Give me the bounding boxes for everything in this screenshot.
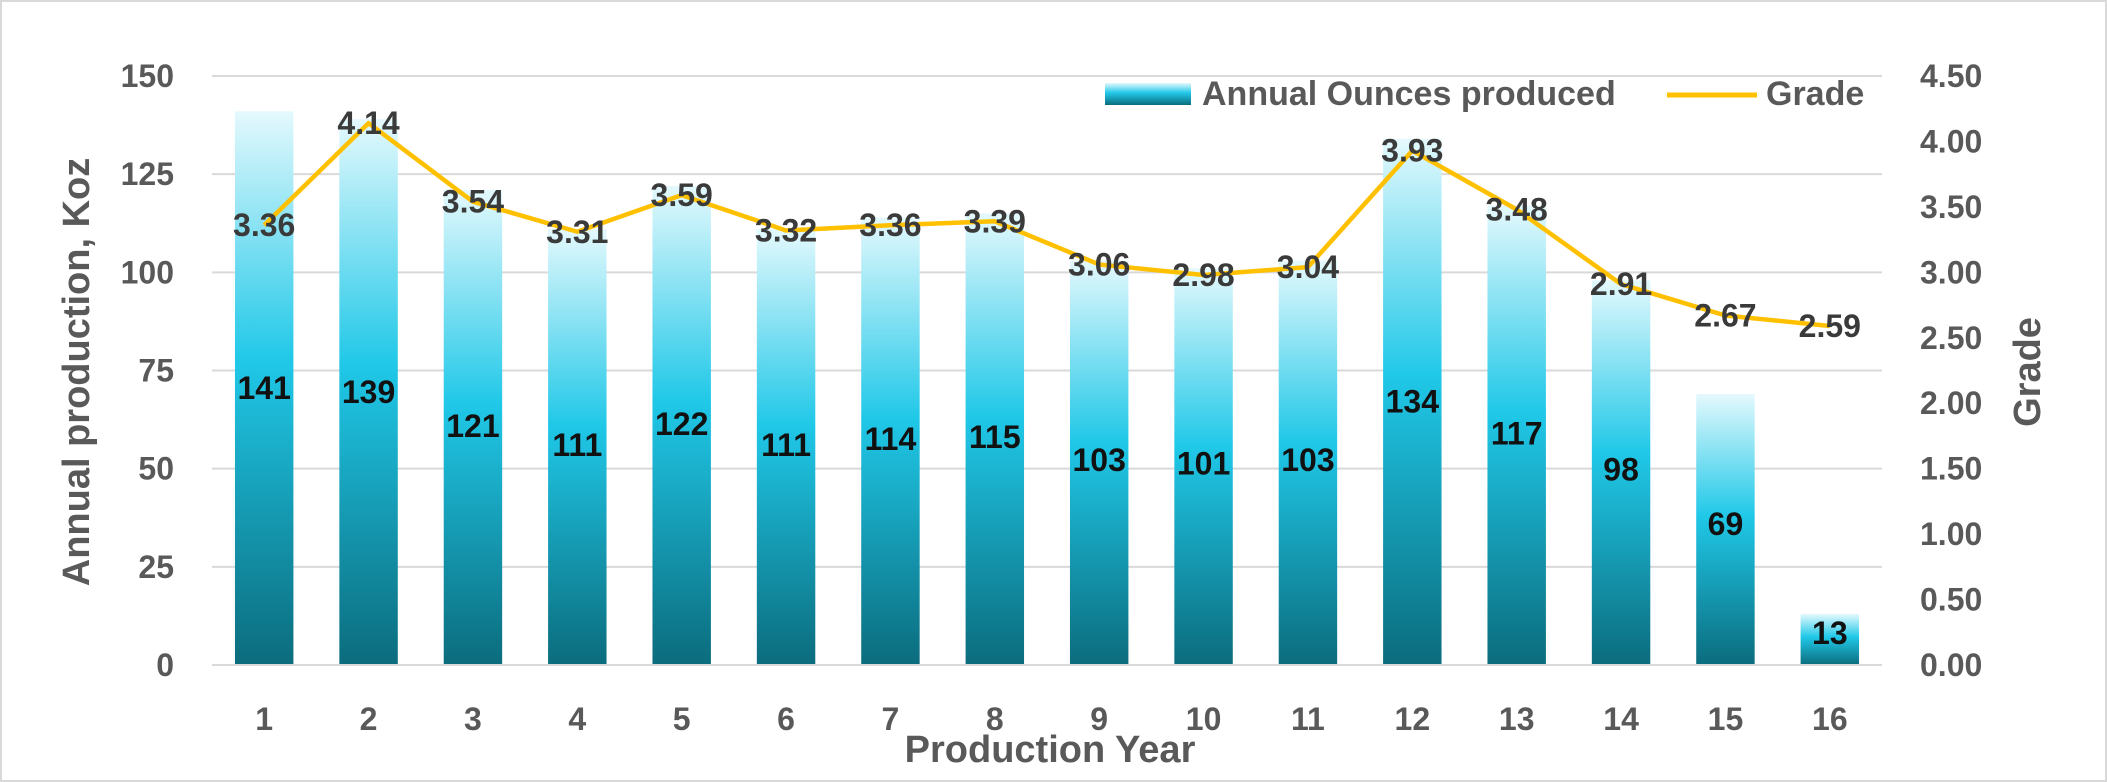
bar-value-label: 114 — [865, 421, 917, 457]
bar-value-label: 69 — [1708, 506, 1744, 542]
x-tick-label: 14 — [1603, 701, 1639, 737]
bar-value-label: 117 — [1491, 415, 1543, 451]
x-tick-label: 15 — [1708, 701, 1744, 737]
y-tick-label: 0 — [156, 647, 174, 683]
bar-value-label: 141 — [237, 370, 290, 406]
x-tick-label: 1 — [255, 701, 273, 737]
x-tick-label: 11 — [1291, 701, 1325, 737]
grade-value-label: 3.36 — [233, 207, 295, 243]
bar — [1487, 205, 1546, 665]
y2-tick-label: 0.00 — [1920, 647, 1982, 683]
grade-value-label: 2.67 — [1694, 298, 1756, 334]
bar-series — [234, 111, 1860, 666]
grade-value-label: 3.39 — [964, 203, 1026, 239]
grade-line — [262, 120, 1831, 329]
x-tick-label: 13 — [1499, 701, 1535, 737]
x-tick-label: 5 — [673, 701, 691, 737]
x-tick-label: 8 — [986, 701, 1004, 737]
bar-value-label: 111 — [552, 427, 602, 463]
grade-value-label: 2.98 — [1172, 257, 1234, 293]
y2-axis-title: Grade — [2007, 317, 2049, 427]
bar-value-label: 103 — [1281, 442, 1334, 478]
bar-value-label: 122 — [655, 406, 708, 442]
y-tick-label: 150 — [121, 58, 174, 94]
grade-value-label: 3.36 — [859, 207, 921, 243]
grade-line-series — [262, 120, 1831, 329]
y2-tick-label: 4.00 — [1920, 123, 1982, 159]
y-tick-label: 50 — [138, 451, 174, 487]
axes: 02550751001251500.000.501.001.502.002.50… — [121, 58, 1983, 737]
grade-value-label: 2.91 — [1590, 266, 1652, 302]
bar-value-label: 115 — [969, 419, 1021, 455]
x-axis-title: Production Year — [905, 729, 1196, 771]
bar — [1069, 260, 1129, 665]
bar-value-label: 111 — [761, 427, 811, 463]
x-tick-label: 16 — [1812, 701, 1848, 737]
grade-value-label: 3.48 — [1486, 192, 1548, 228]
y2-tick-label: 2.00 — [1920, 385, 1982, 421]
bar — [339, 119, 398, 665]
bar — [1174, 268, 1233, 665]
x-tick-label: 6 — [777, 701, 795, 737]
x-tick-label: 12 — [1395, 701, 1431, 737]
bar — [1278, 260, 1338, 665]
x-tick-label: 10 — [1186, 701, 1222, 737]
grade-value-label: 3.04 — [1277, 249, 1339, 285]
y2-tick-label: 3.00 — [1920, 254, 1982, 290]
x-tick-label: 3 — [464, 701, 482, 737]
bar-value-label: 98 — [1603, 451, 1639, 487]
grade-value-label: 3.54 — [442, 184, 504, 220]
bar — [548, 229, 607, 665]
x-tick-label: 9 — [1090, 701, 1108, 737]
data-labels: 141 139 121 111 122 111 114 115 103 101 103 134 117 9… — [233, 105, 1861, 651]
bar-value-label: 121 — [446, 408, 499, 444]
grade-value-label: 2.59 — [1799, 308, 1861, 344]
y-tick-label: 75 — [138, 353, 174, 389]
x-tick-label: 7 — [882, 701, 900, 737]
x-tick-label: 4 — [568, 701, 586, 737]
legend-bar-label: Annual Ounces produced — [1202, 75, 1616, 113]
grade-value-label: 3.32 — [755, 212, 817, 248]
y-tick-label: 125 — [121, 156, 174, 192]
legend-bar-swatch — [1105, 83, 1191, 105]
y2-tick-label: 4.50 — [1920, 58, 1982, 94]
y2-tick-label: 1.50 — [1920, 451, 1982, 487]
bar — [965, 213, 1025, 665]
bar-value-label: 134 — [1386, 383, 1440, 419]
y2-tick-label: 1.00 — [1920, 516, 1982, 552]
grade-value-label: 4.14 — [337, 105, 399, 141]
bar-value-label: 13 — [1812, 615, 1848, 651]
grade-value-label: 3.06 — [1068, 246, 1130, 282]
bar — [1696, 394, 1755, 665]
grade-value-label: 3.93 — [1381, 133, 1443, 169]
y2-tick-label: 0.50 — [1920, 582, 1982, 618]
y-axis-title: Annual production, Koz — [56, 158, 98, 587]
bar-value-label: 139 — [342, 374, 395, 410]
y-tick-label: 100 — [121, 254, 174, 290]
grade-value-label: 3.59 — [651, 177, 713, 213]
y2-tick-label: 3.50 — [1920, 189, 1982, 225]
y2-tick-label: 2.50 — [1920, 320, 1982, 356]
bar — [443, 189, 503, 665]
x-tick-label: 2 — [360, 701, 378, 737]
bar — [1591, 280, 1651, 665]
legend-line-label: Grade — [1766, 75, 1864, 113]
bar — [861, 217, 920, 666]
bar — [1383, 138, 1442, 665]
grade-value-label: 3.31 — [546, 214, 608, 250]
bar — [652, 185, 711, 666]
y-tick-label: 25 — [138, 549, 174, 585]
bar-value-label: 103 — [1072, 442, 1125, 478]
bar — [1800, 613, 1860, 665]
bar — [756, 229, 816, 665]
bar-value-label: 101 — [1177, 446, 1230, 482]
legend: Annual Ounces produced Grade — [1105, 75, 1864, 113]
